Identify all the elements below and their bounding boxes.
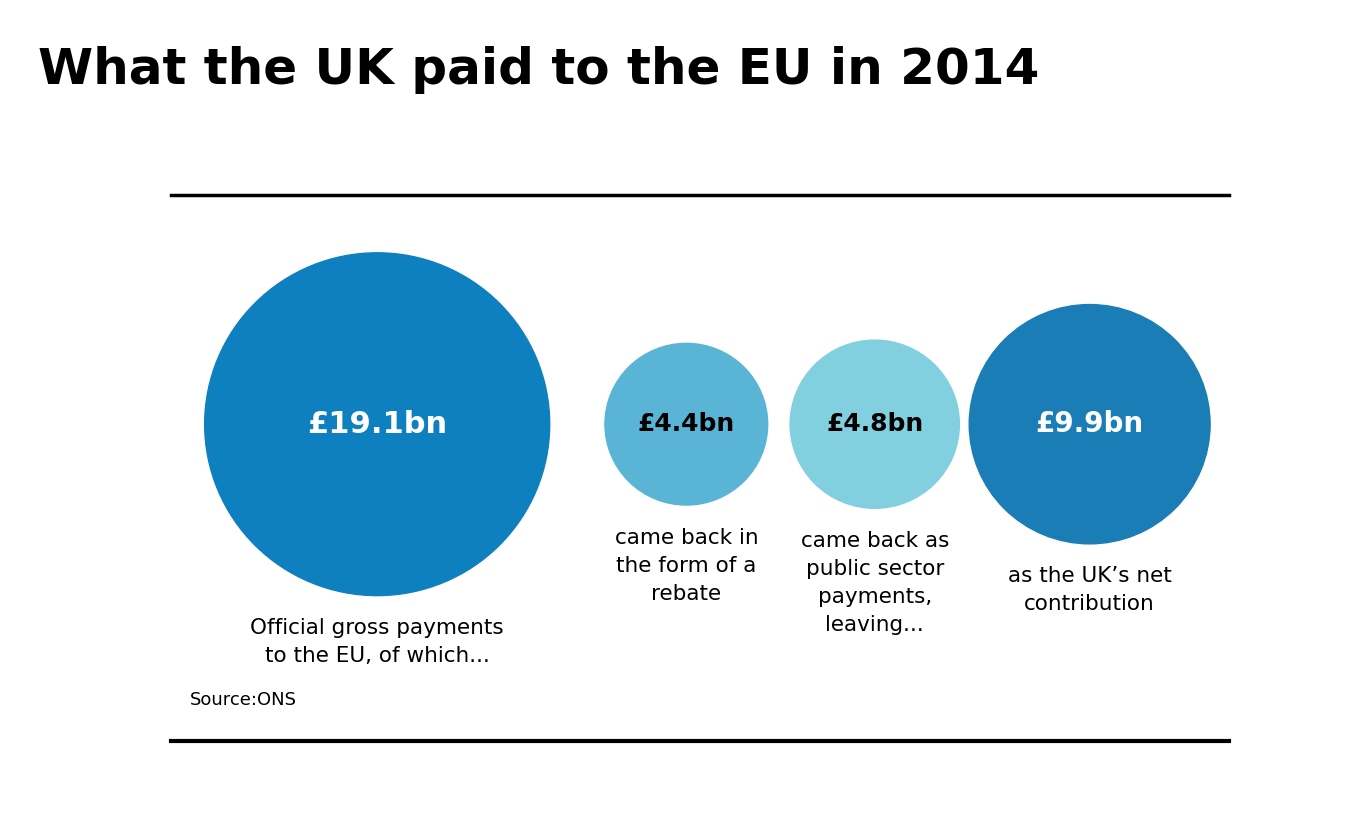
Ellipse shape — [605, 344, 768, 505]
Text: Official gross payments
to the EU, of which...: Official gross payments to the EU, of wh… — [250, 618, 504, 666]
Ellipse shape — [790, 340, 959, 508]
Text: Source:ONS: Source:ONS — [190, 690, 296, 709]
Text: as the UK’s net
contribution: as the UK’s net contribution — [1008, 566, 1172, 615]
Text: £4.4bn: £4.4bn — [638, 412, 735, 436]
Text: PA: PA — [1246, 752, 1298, 785]
Text: £9.9bn: £9.9bn — [1035, 410, 1143, 438]
Ellipse shape — [970, 305, 1210, 543]
Text: came back in
the form of a
rebate: came back in the form of a rebate — [615, 528, 758, 604]
Text: What the UK paid to the EU in 2014: What the UK paid to the EU in 2014 — [38, 46, 1040, 94]
Text: £4.8bn: £4.8bn — [826, 412, 923, 436]
Text: came back as
public sector
payments,
leaving...: came back as public sector payments, lea… — [800, 531, 949, 635]
Ellipse shape — [205, 253, 549, 596]
Text: £19.1bn: £19.1bn — [307, 410, 447, 438]
